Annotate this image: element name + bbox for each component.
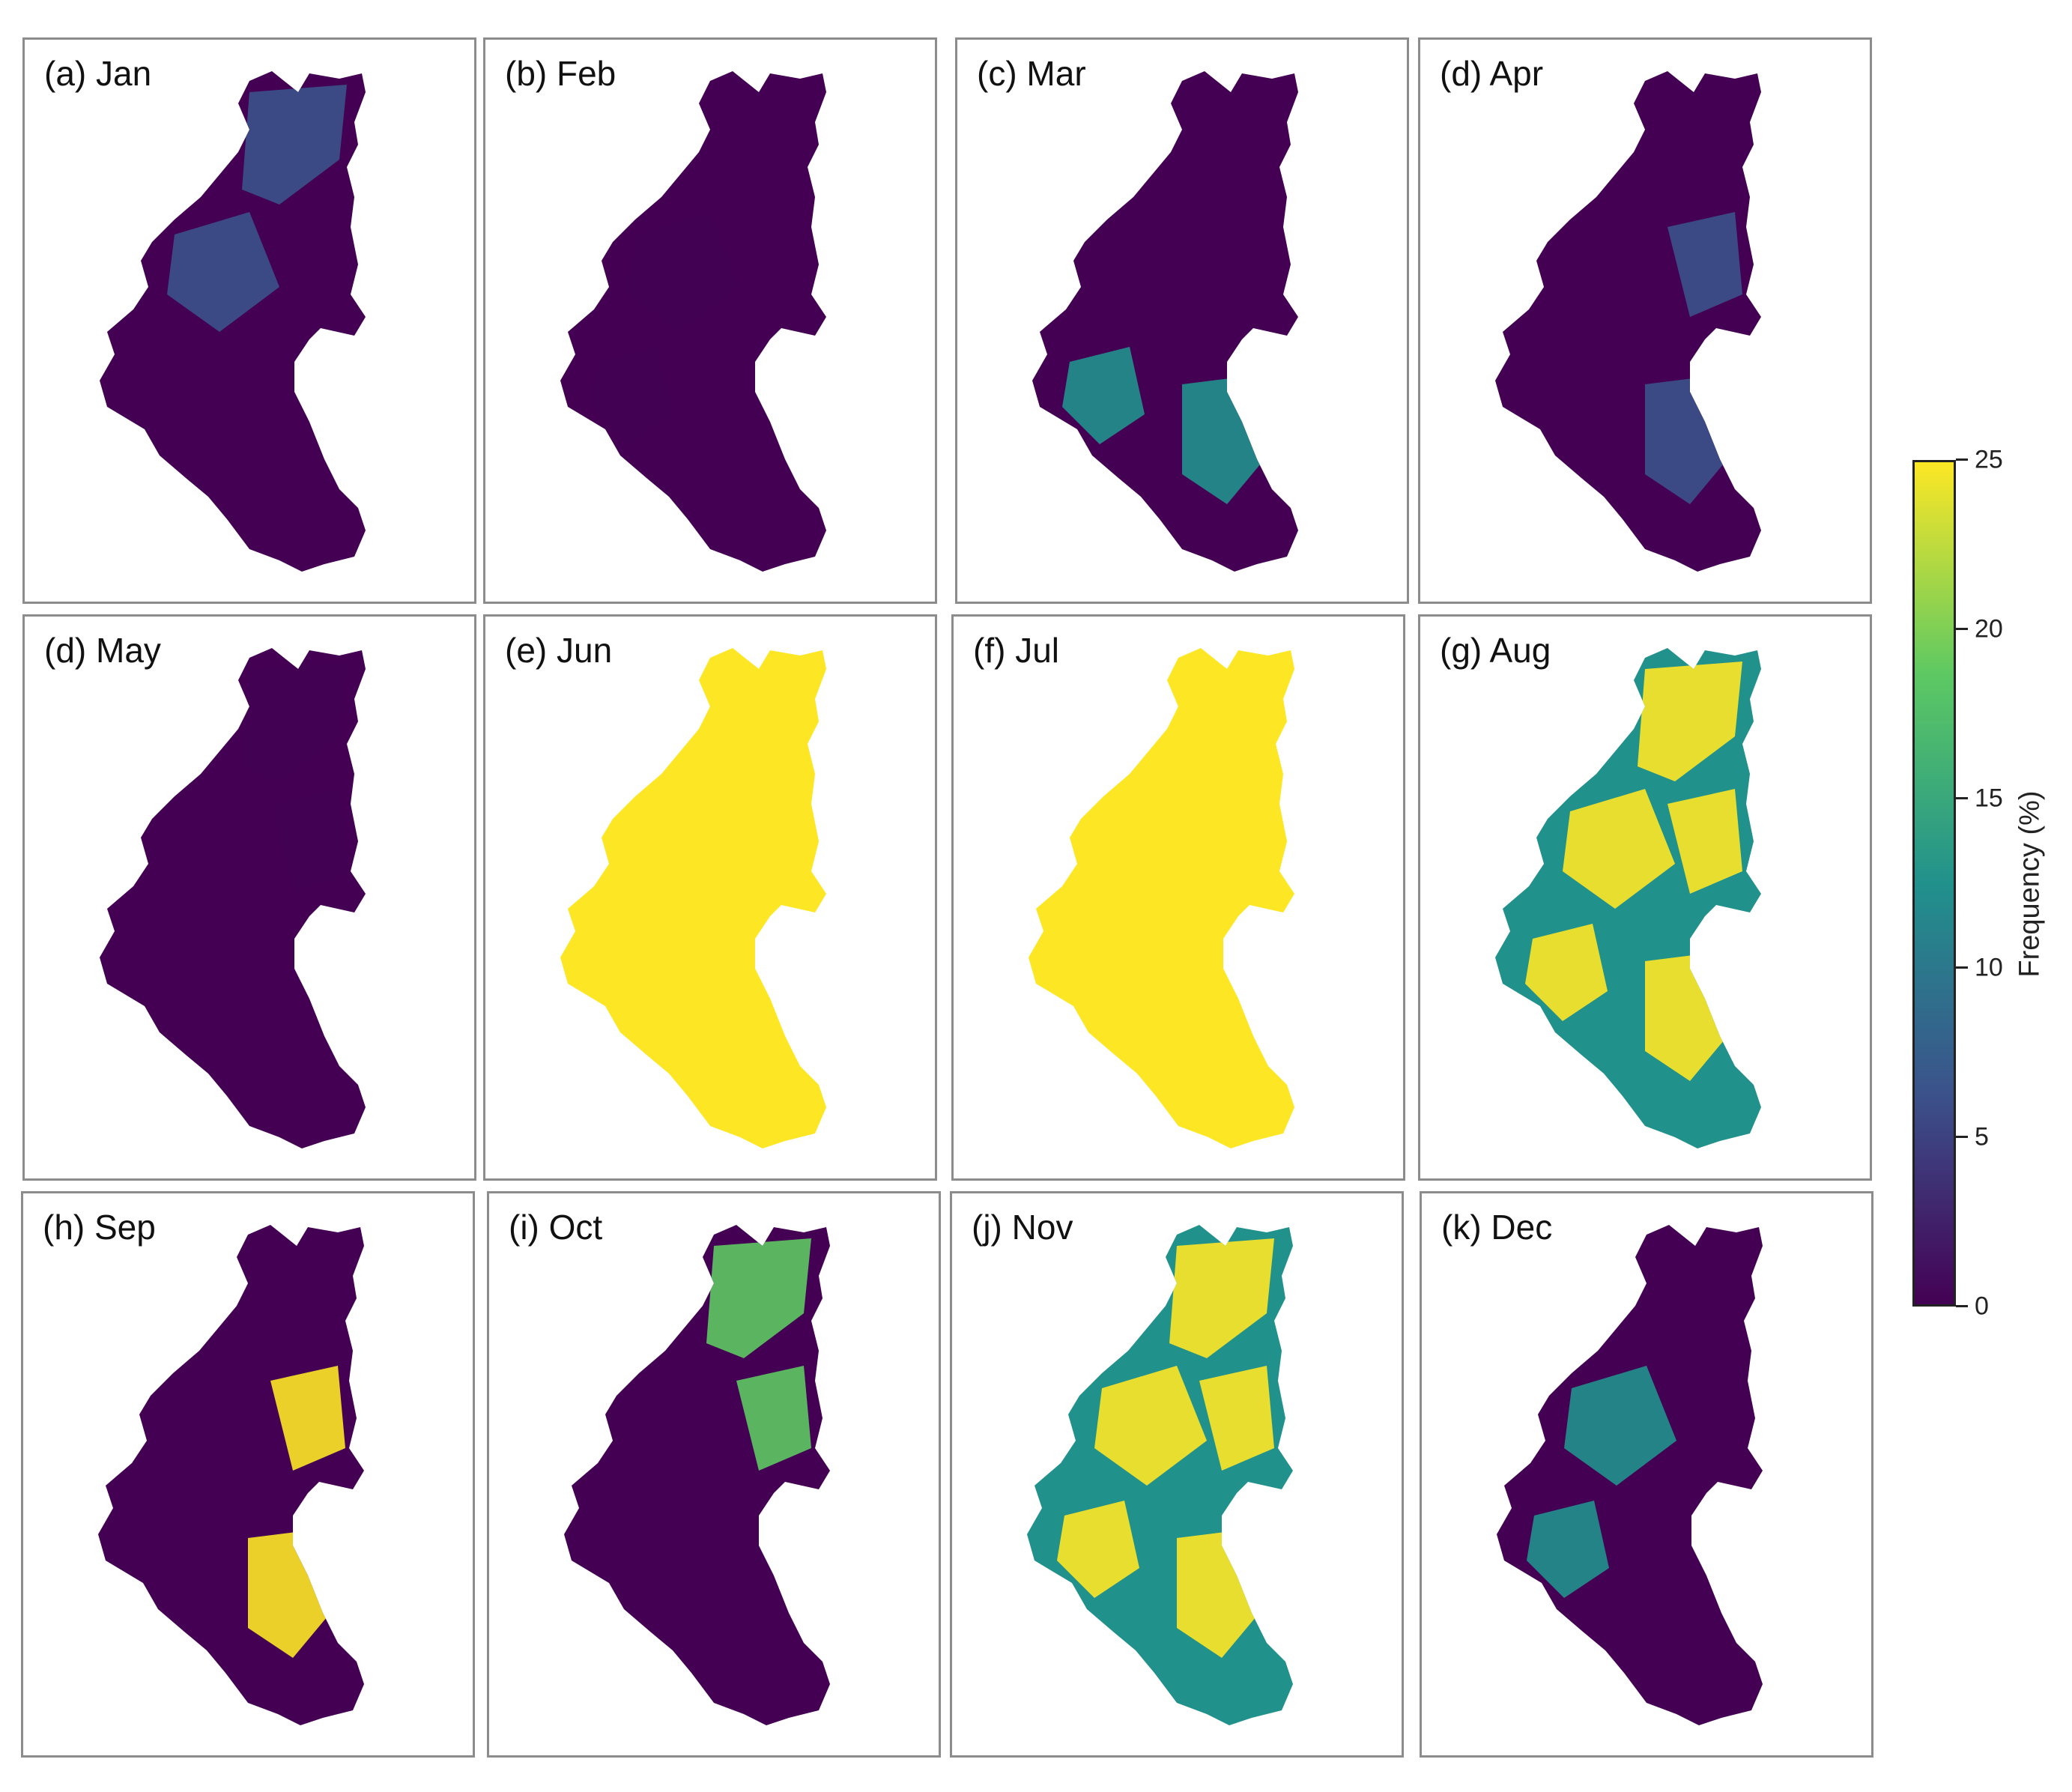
map-nov xyxy=(1027,1225,1293,1725)
frequency-patch xyxy=(272,789,347,894)
frequency-patch xyxy=(706,1238,811,1358)
colorbar-label: Frequency (%) xyxy=(2014,790,2046,978)
frequency-patch xyxy=(590,347,673,444)
map-jan xyxy=(100,71,366,572)
map-panel-may: (d) May xyxy=(22,614,476,1181)
frequency-patch xyxy=(1057,1501,1139,1598)
colorbar-tick-label: 10 xyxy=(1975,953,2003,982)
map-panel-nov: (j) Nov xyxy=(950,1191,1404,1758)
basin-outline xyxy=(1032,71,1298,572)
frequency-patch xyxy=(1527,1501,1609,1598)
frequency-patches xyxy=(242,662,347,894)
panel-label: (d) May xyxy=(44,631,161,670)
frequency-patch xyxy=(1667,789,1742,894)
panel-label: (e) Jun xyxy=(505,631,613,670)
basin-outline xyxy=(564,1225,830,1725)
colorbar-tick xyxy=(1956,966,1968,969)
panel-label: (f) Jul xyxy=(973,631,1059,670)
frequency-patch xyxy=(1169,1238,1274,1358)
frequency-patch xyxy=(1667,212,1742,317)
panel-label: (d) Apr xyxy=(1440,54,1544,93)
frequency-patch xyxy=(736,1366,811,1471)
frequency-patch xyxy=(1062,347,1145,444)
frequency-patch xyxy=(1563,789,1675,909)
frequency-patches xyxy=(590,662,808,1081)
map-mar xyxy=(1032,71,1298,572)
colorbar-tick-label: 5 xyxy=(1975,1122,1989,1151)
panel-label: (j) Nov xyxy=(972,1208,1073,1247)
frequency-patch xyxy=(167,212,279,332)
map-aug xyxy=(1495,648,1761,1148)
map-apr xyxy=(1495,71,1761,572)
colorbar-tick xyxy=(1956,458,1968,461)
map-feb xyxy=(560,71,826,572)
frequency-patch xyxy=(733,789,808,894)
panel-label: (b) Feb xyxy=(505,54,617,93)
panel-label: (a) Jan xyxy=(44,54,152,93)
map-panel-sep: (h) Sep xyxy=(21,1191,475,1758)
map-may xyxy=(100,648,366,1148)
frequency-patch xyxy=(242,662,347,781)
colorbar xyxy=(1912,460,1956,1307)
frequency-patch xyxy=(628,212,740,332)
panel-label: (c) Mar xyxy=(977,54,1086,93)
frequency-patch xyxy=(1094,1366,1207,1486)
colorbar-tick-label: 0 xyxy=(1975,1292,1989,1321)
frequency-patches xyxy=(1527,1366,1676,1598)
map-panel-oct: (i) Oct xyxy=(487,1191,941,1758)
frequency-patches xyxy=(167,85,347,332)
frequency-patch xyxy=(1058,924,1141,1021)
panel-label: (i) Oct xyxy=(509,1208,603,1247)
panel-label: (k) Dec xyxy=(1441,1208,1553,1247)
map-jun xyxy=(560,648,826,1148)
colorbar-tick xyxy=(1956,1136,1968,1138)
map-oct xyxy=(564,1225,830,1725)
colorbar-tick-label: 15 xyxy=(1975,784,2003,813)
map-panel-jul: (f) Jul xyxy=(951,614,1405,1181)
frequency-patch xyxy=(703,662,808,781)
map-sep xyxy=(98,1225,364,1725)
frequency-patch xyxy=(1564,1366,1676,1486)
frequency-patch xyxy=(1201,789,1276,894)
map-panel-feb: (b) Feb xyxy=(483,37,937,604)
map-panel-aug: (g) Aug xyxy=(1418,614,1872,1181)
basin-outline xyxy=(98,1225,364,1725)
map-panel-jan: (a) Jan xyxy=(22,37,476,604)
frequency-patch xyxy=(242,85,347,205)
frequency-patch xyxy=(1525,924,1608,1021)
frequency-patches xyxy=(706,1238,811,1471)
colorbar-tick xyxy=(1956,1305,1968,1307)
basin-outline xyxy=(100,648,366,1148)
frequency-patch xyxy=(1199,1366,1274,1471)
basin-outline xyxy=(1495,71,1761,572)
map-panel-mar: (c) Mar xyxy=(955,37,1409,604)
panel-label: (h) Sep xyxy=(43,1208,156,1247)
map-panel-jun: (e) Jun xyxy=(483,614,937,1181)
colorbar-tick-label: 20 xyxy=(1975,614,2003,644)
frequency-patches xyxy=(1525,662,1742,1081)
frequency-patch xyxy=(1638,662,1742,781)
colorbar-tick xyxy=(1956,797,1968,799)
panel-label: (g) Aug xyxy=(1440,631,1551,670)
map-dec xyxy=(1497,1225,1763,1725)
frequency-patch xyxy=(270,1366,345,1471)
frequency-patches xyxy=(590,212,740,444)
frequency-patches xyxy=(1057,1238,1274,1658)
map-jul xyxy=(1029,648,1294,1148)
colorbar-tick xyxy=(1956,628,1968,630)
frequency-patch xyxy=(1096,789,1208,909)
colorbar-tick-label: 25 xyxy=(1975,445,2003,474)
frequency-patch xyxy=(628,789,740,909)
frequency-patch xyxy=(590,924,673,1021)
map-panel-dec: (k) Dec xyxy=(1420,1191,1873,1758)
frequency-patch xyxy=(1171,662,1276,781)
map-panel-apr: (d) Apr xyxy=(1418,37,1872,604)
